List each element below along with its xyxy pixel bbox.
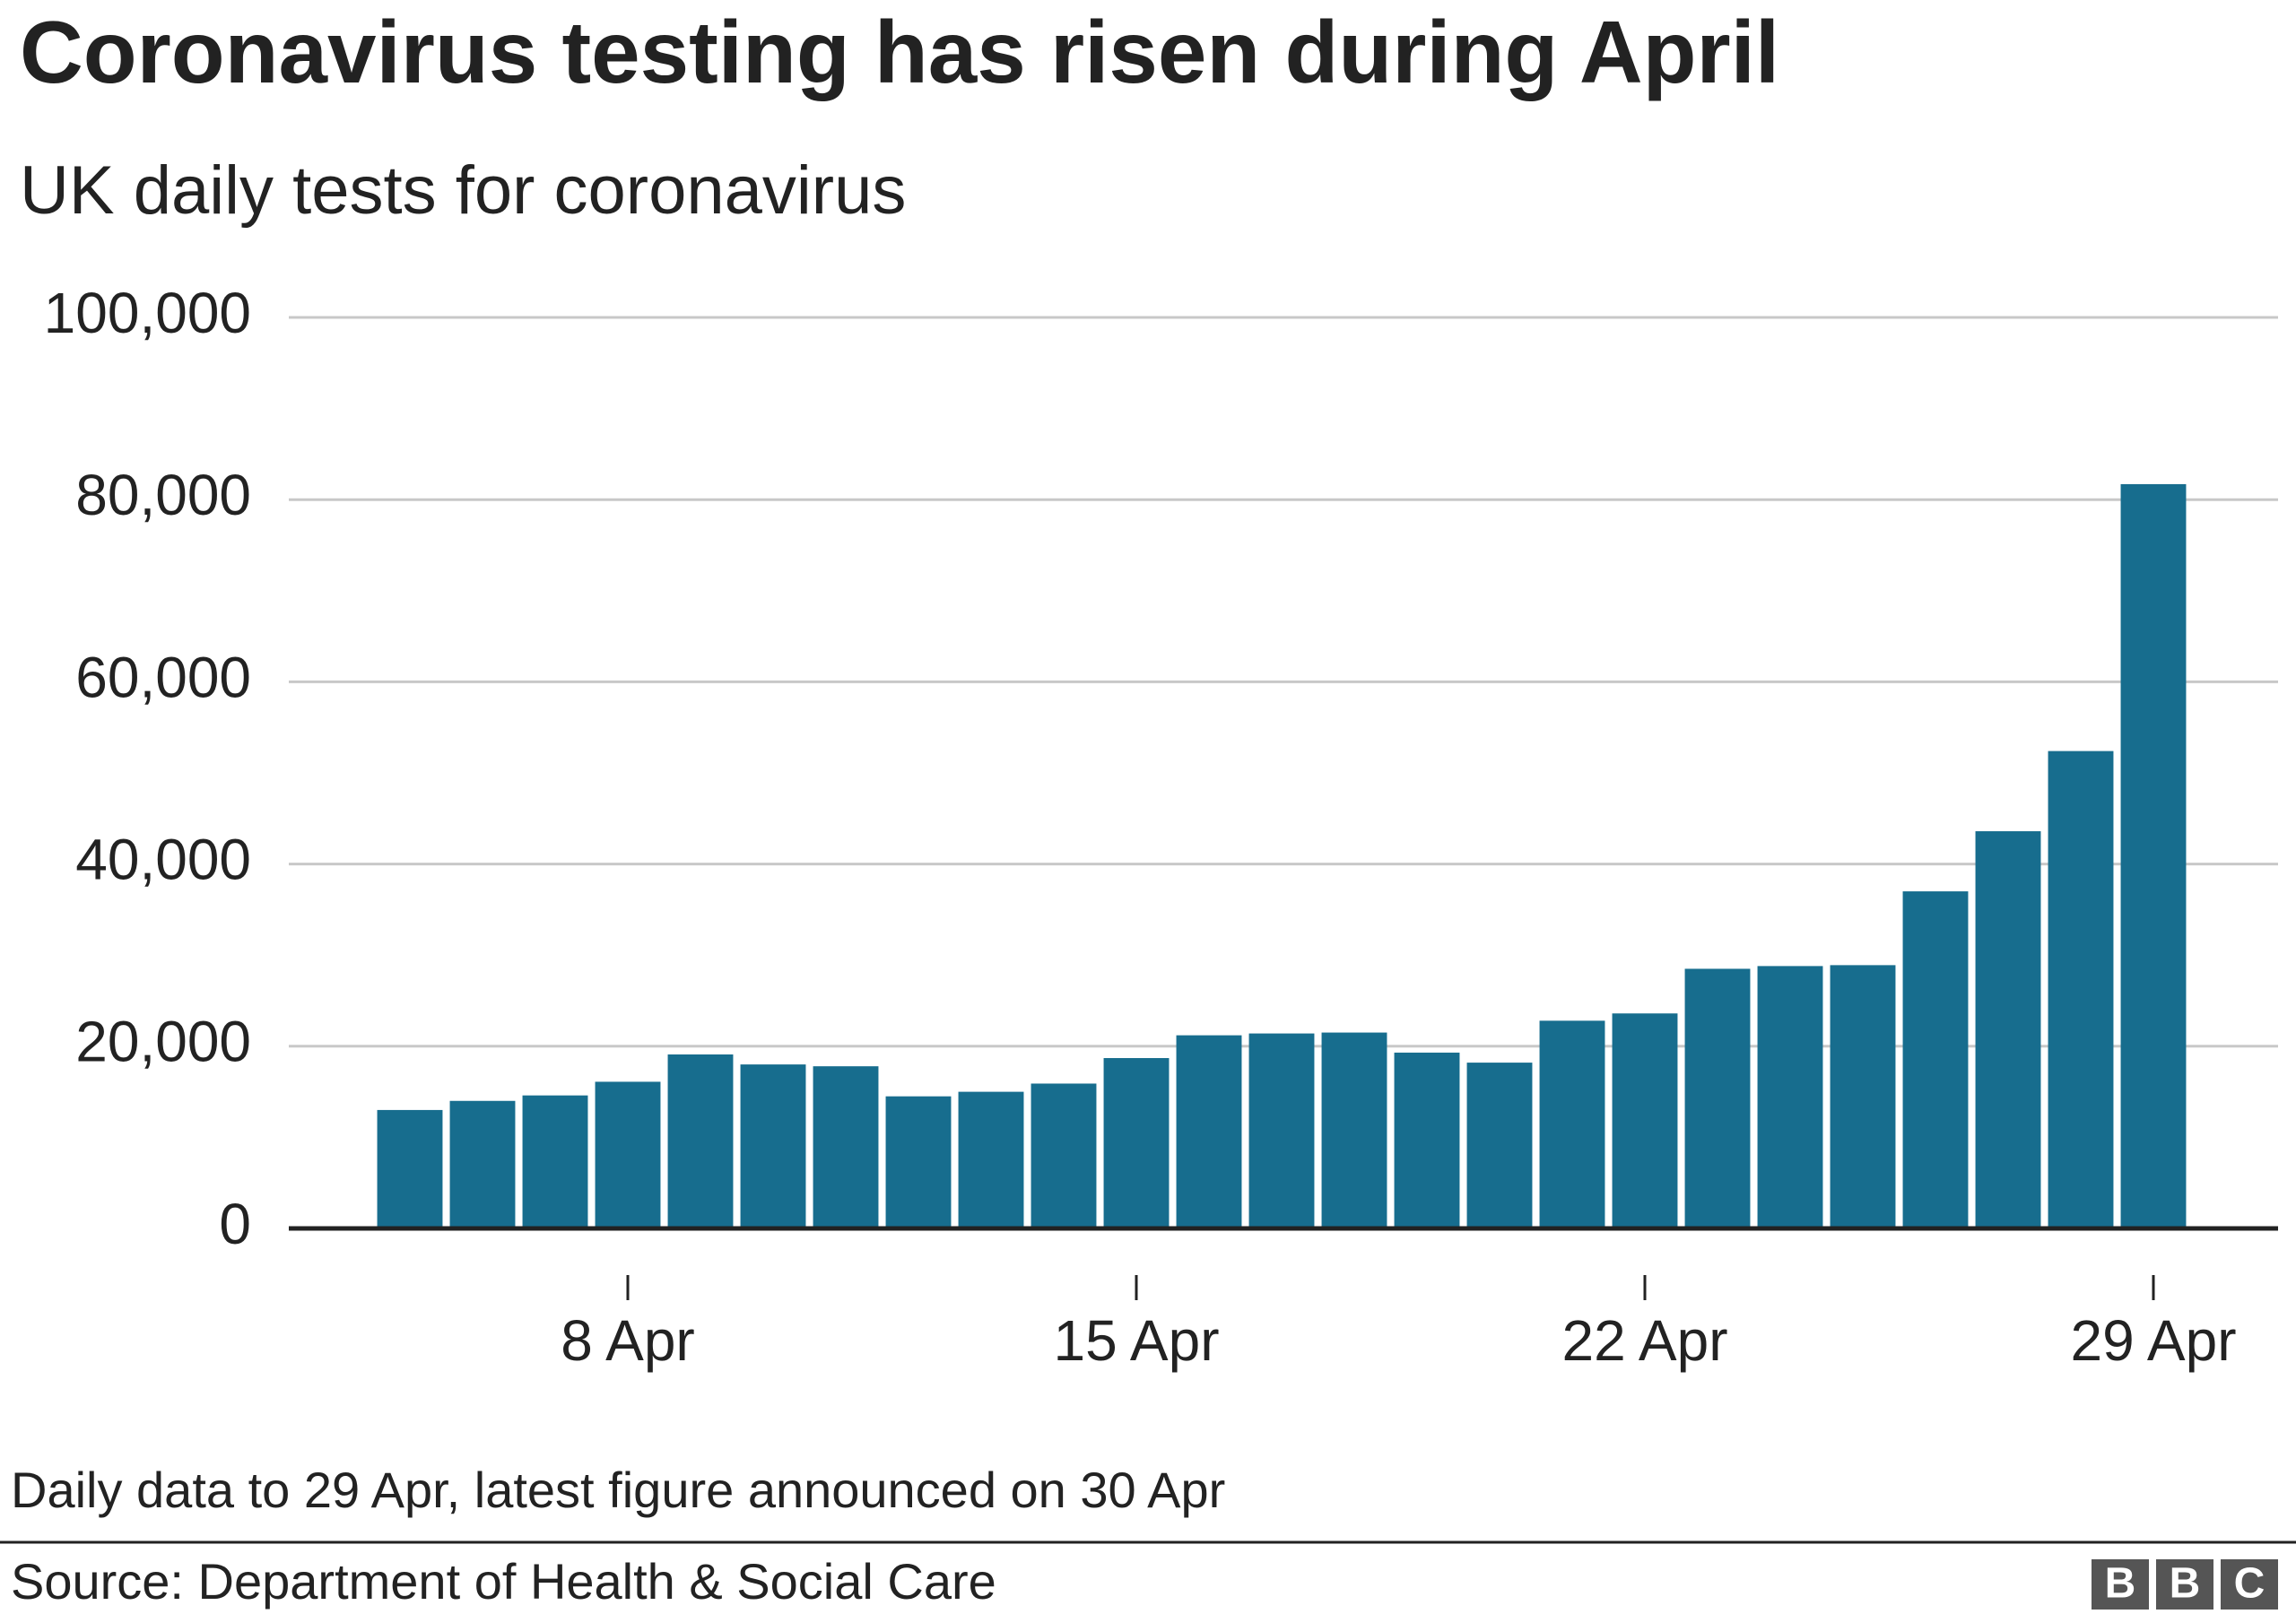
logo-letter: C bbox=[2234, 1560, 2266, 1608]
bar bbox=[1975, 831, 2041, 1228]
bar bbox=[1684, 968, 1751, 1228]
bar bbox=[1394, 1052, 1460, 1228]
y-tick-label: 20,000 bbox=[75, 1010, 251, 1074]
bar bbox=[1176, 1035, 1242, 1228]
bar bbox=[740, 1064, 806, 1228]
bar bbox=[1103, 1058, 1170, 1228]
logo-letter: B bbox=[2105, 1560, 2136, 1608]
bar bbox=[1466, 1063, 1533, 1228]
y-tick-label: 0 bbox=[219, 1192, 251, 1256]
x-tick-label: 15 Apr bbox=[1053, 1308, 1219, 1373]
chart-title: Coronavirus testing has risen during Apr… bbox=[20, 3, 1779, 101]
bar bbox=[1612, 1013, 1678, 1228]
bar bbox=[1321, 1032, 1387, 1228]
logo-block bbox=[2221, 1559, 2278, 1610]
bar bbox=[1830, 965, 1896, 1228]
bar bbox=[595, 1081, 661, 1228]
bar bbox=[885, 1096, 952, 1228]
bar bbox=[2048, 751, 2114, 1228]
bar bbox=[813, 1066, 879, 1228]
bar bbox=[1757, 966, 1823, 1228]
source: Source: Department of Health & Social Ca… bbox=[11, 1553, 996, 1610]
bar bbox=[1902, 891, 1969, 1228]
bar bbox=[522, 1095, 588, 1228]
chart-subtitle: UK daily tests for coronavirus bbox=[20, 152, 906, 229]
bar bbox=[1539, 1020, 1605, 1228]
y-tick-label: 80,000 bbox=[75, 463, 251, 527]
x-tick-label: 22 Apr bbox=[1561, 1308, 1727, 1373]
note: Daily data to 29 Apr, latest figure anno… bbox=[11, 1462, 1225, 1518]
x-tick-label: 8 Apr bbox=[561, 1308, 694, 1373]
logo-block bbox=[2156, 1559, 2213, 1610]
bar bbox=[1248, 1033, 1315, 1228]
logo-block bbox=[2092, 1559, 2149, 1610]
x-tick-label: 29 Apr bbox=[2070, 1308, 2236, 1373]
bar bbox=[2120, 483, 2187, 1228]
bar bbox=[1031, 1083, 1097, 1228]
y-tick-label: 60,000 bbox=[75, 645, 251, 709]
bar bbox=[958, 1091, 1024, 1228]
bar bbox=[449, 1100, 516, 1228]
y-tick-label: 40,000 bbox=[75, 828, 251, 892]
y-tick-label: 100,000 bbox=[44, 281, 251, 345]
bar bbox=[377, 1109, 443, 1228]
logo-letter: B bbox=[2170, 1560, 2201, 1608]
bar bbox=[667, 1054, 734, 1228]
